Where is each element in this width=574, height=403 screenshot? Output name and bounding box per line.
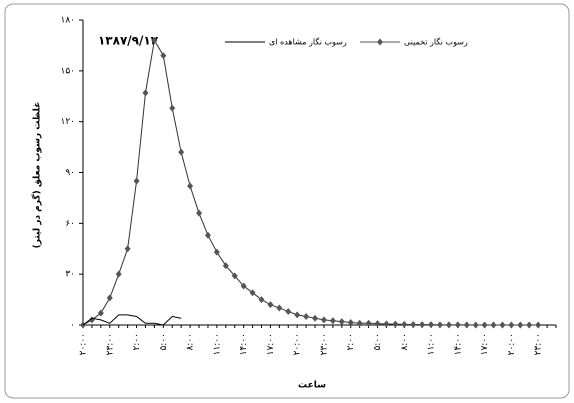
data-point <box>356 319 363 327</box>
x-tick-label: ۱۷:۰۰ <box>480 333 490 355</box>
data-point <box>124 245 131 253</box>
x-tick-label: ۲۳:۰۰ <box>319 333 329 355</box>
data-point <box>276 304 283 312</box>
data-point <box>115 270 122 278</box>
x-tick-label: ۸:۰۰ <box>400 333 410 351</box>
x-tick-label: ۲۰:۰۰ <box>293 333 303 355</box>
data-point <box>320 316 327 324</box>
data-point <box>436 321 443 329</box>
x-tick-label: ۱۱:۰۰ <box>212 333 222 355</box>
data-point <box>160 52 167 60</box>
data-point <box>490 321 497 329</box>
x-tick-label: ۲:۰۰ <box>132 333 142 351</box>
data-point <box>454 321 461 329</box>
x-axis-label: ساعت <box>298 381 326 391</box>
chart-frame <box>4 3 570 399</box>
y-axis-label: غلظت رسوب معلق (گرم در لیتر) <box>31 102 43 249</box>
data-point <box>445 321 452 329</box>
data-point <box>312 314 319 322</box>
data-point <box>374 320 381 328</box>
data-point <box>517 321 524 329</box>
x-tick-label: ۲۳:۰۰ <box>534 333 544 355</box>
y-tick-label: ۱۲۰ <box>60 117 75 127</box>
y-tick-label: ۹۰ <box>65 168 75 178</box>
data-point <box>383 320 390 328</box>
data-point <box>249 289 256 297</box>
data-point <box>392 320 399 328</box>
data-point <box>240 282 247 290</box>
x-tick-label: ۱۱:۰۰ <box>427 333 437 355</box>
data-point <box>204 231 211 239</box>
series-line <box>82 314 182 326</box>
data-point <box>329 317 336 325</box>
x-tick-label: ۲۳:۰۰ <box>105 333 115 355</box>
data-point <box>419 321 426 329</box>
date-label: ۱۳۸۷/۹/۱۲ <box>98 34 159 48</box>
data-point <box>463 321 470 329</box>
x-tick-label: ۸:۰۰ <box>186 333 196 351</box>
data-point <box>526 321 533 329</box>
data-point <box>106 294 113 302</box>
data-point <box>258 296 265 304</box>
data-point <box>401 320 408 328</box>
x-tick-label: ۲:۰۰ <box>346 333 356 351</box>
legend-label: رسوب نگار مشاهده ای <box>269 37 347 47</box>
y-tick-label: ۱۵۰ <box>60 66 75 76</box>
y-tick-label: ۱۸۰ <box>60 16 75 26</box>
data-point <box>142 89 149 97</box>
data-point <box>169 104 176 112</box>
y-tick-label: ۳۰ <box>65 270 75 280</box>
data-point <box>285 307 292 315</box>
data-point <box>294 311 301 319</box>
data-point <box>151 36 158 44</box>
data-point <box>213 248 220 256</box>
data-point <box>338 318 345 326</box>
data-point <box>196 209 203 217</box>
data-point <box>267 301 274 309</box>
data-point <box>472 321 479 329</box>
data-point <box>481 321 488 329</box>
data-point <box>499 321 506 329</box>
x-tick-label: ۲۰:۰۰ <box>507 333 517 355</box>
data-point <box>508 321 515 329</box>
data-point <box>365 319 372 327</box>
data-point <box>222 262 229 270</box>
legend-marker <box>377 38 383 46</box>
x-tick-label: ۵:۰۰ <box>159 333 169 351</box>
y-tick-label: ۶۰ <box>65 219 75 229</box>
series-line <box>82 38 539 326</box>
x-tick-label: ۱۴:۰۰ <box>453 333 463 355</box>
data-point <box>133 177 140 185</box>
data-point <box>428 321 435 329</box>
data-point <box>303 313 310 321</box>
x-tick-label: ۱۴:۰۰ <box>239 333 249 355</box>
data-point <box>535 321 542 329</box>
data-point <box>410 320 417 328</box>
data-point <box>178 148 185 156</box>
data-point <box>97 309 104 317</box>
legend-label: رسوب نگار تخمینی <box>404 37 468 47</box>
data-point <box>231 272 238 280</box>
data-point <box>187 182 194 190</box>
data-point <box>347 318 354 326</box>
x-tick-label: ۲۰:۰۰ <box>79 333 89 355</box>
x-tick-label: ۱۷:۰۰ <box>266 333 276 355</box>
y-tick-label: ۰ <box>70 321 75 331</box>
x-tick-label: ۵:۰۰ <box>373 333 383 351</box>
